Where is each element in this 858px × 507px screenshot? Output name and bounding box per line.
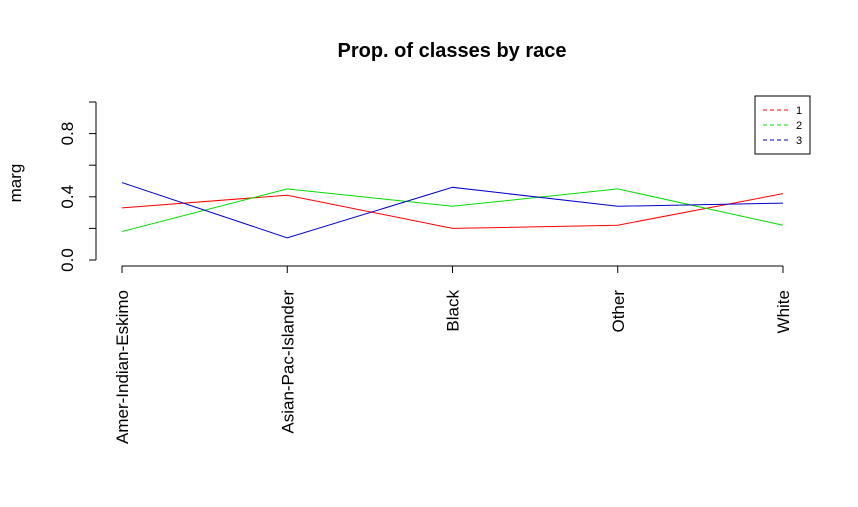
legend-label-1: 1 — [796, 105, 802, 117]
y-axis-label: marg — [6, 164, 25, 203]
series-lines — [121, 182, 784, 239]
series-line-2 — [121, 188, 784, 233]
y-tick-label: 0.0 — [58, 248, 77, 272]
x-tick-label: Other — [609, 290, 628, 333]
y-axis: 0.0 0.4 0.8 — [58, 101, 97, 272]
x-tick-label: Black — [444, 290, 463, 332]
series-line-1 — [121, 193, 784, 229]
x-tick-label: Asian-Pac-Islander — [278, 290, 297, 434]
legend: 1 2 3 — [754, 95, 811, 155]
series-line-3 — [121, 182, 784, 239]
x-axis: Amer-Indian-Eskimo Asian-Pac-Islander Blac… — [113, 265, 793, 444]
legend-label-3: 3 — [796, 135, 802, 147]
y-tick-label: 0.4 — [58, 185, 77, 209]
chart-title: Prop. of classes by race — [337, 40, 566, 62]
x-tick-label: Amer-Indian-Eskimo — [113, 290, 132, 444]
x-tick-label: White — [774, 290, 793, 333]
legend-label-2: 2 — [796, 120, 802, 132]
y-tick-label: 0.8 — [58, 122, 77, 146]
